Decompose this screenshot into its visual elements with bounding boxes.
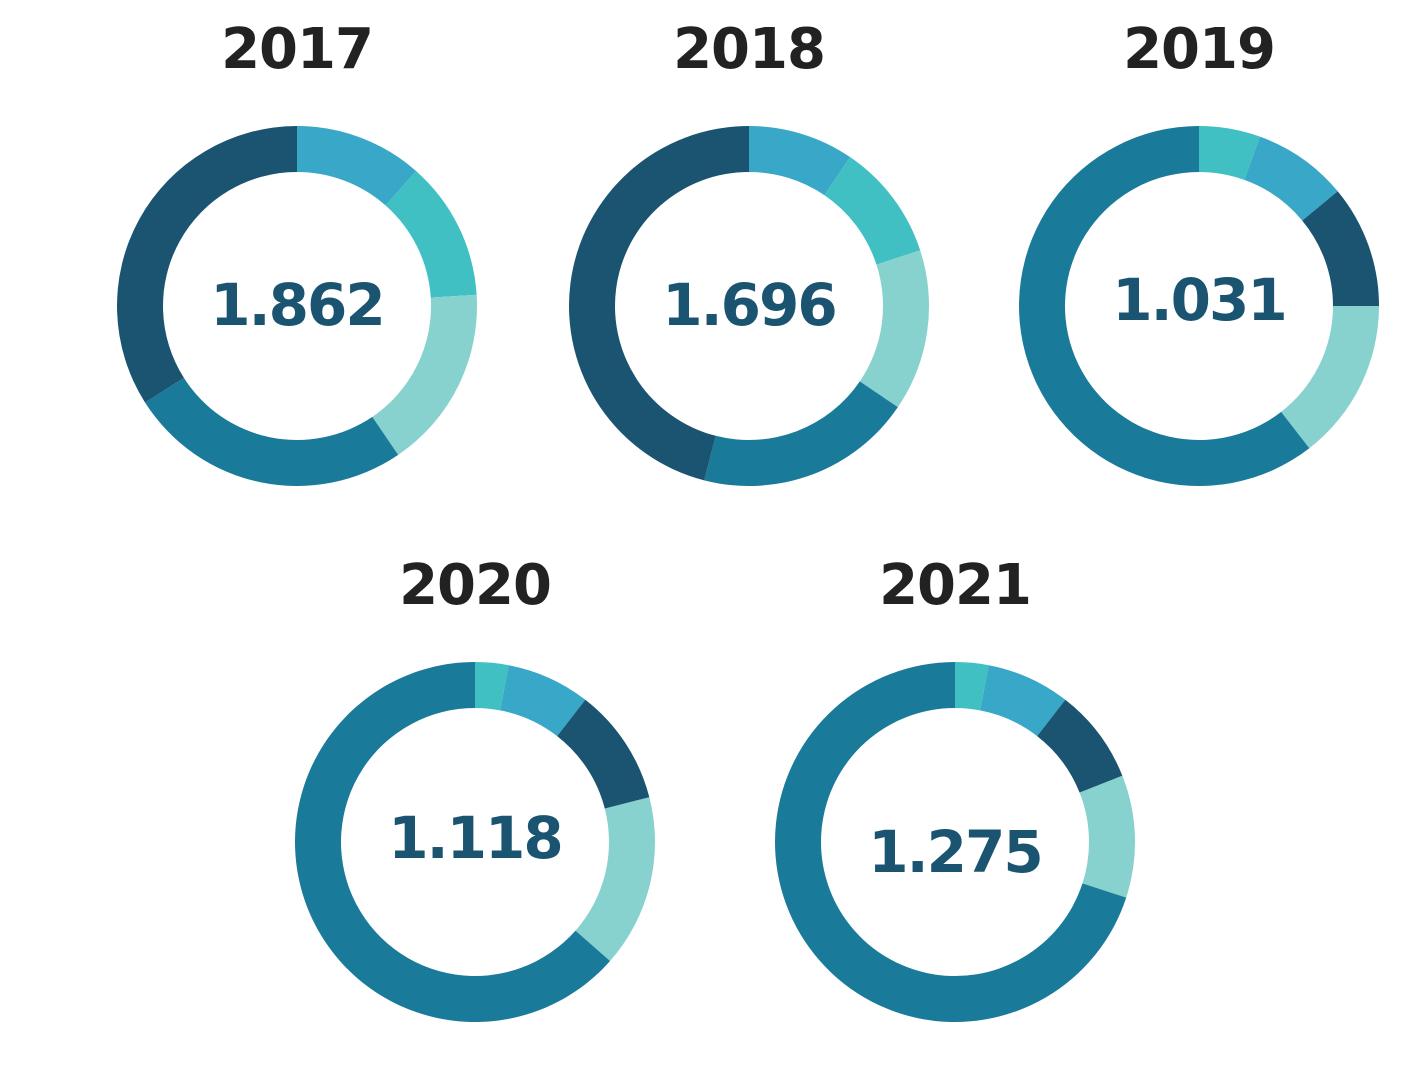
donut-slice (500, 665, 586, 737)
chart-title: 2019 (1123, 17, 1276, 82)
donut-slice (1037, 699, 1123, 793)
donut-slice (557, 699, 650, 809)
chart-title: 2018 (673, 17, 826, 82)
donut-slice (859, 250, 929, 408)
donut-slice (1019, 126, 1310, 486)
donut-slice (1302, 191, 1379, 306)
donut-slice (980, 665, 1066, 737)
donut-slice (385, 170, 477, 298)
donut-slice (749, 126, 851, 196)
donut-slice (297, 126, 417, 206)
donut-slice (824, 157, 921, 265)
donut-ring: 1.862 (117, 126, 477, 486)
donut-total-label: 1.118 (388, 804, 561, 872)
chart-title: 2021 (879, 553, 1032, 618)
donut-slice (1244, 136, 1338, 221)
donut-slice (475, 662, 509, 711)
donut-total-label: 1.275 (868, 818, 1041, 886)
donut-slice (1199, 126, 1260, 180)
donut-total-label: 1.696 (662, 271, 835, 339)
donut-slice (145, 377, 399, 486)
donut-ring: 1.696 (569, 126, 929, 486)
donut-slice (1079, 775, 1135, 898)
chart-title: 2020 (399, 553, 552, 618)
donut-ring: 1.118 (295, 662, 655, 1022)
donut-total-label: 1.862 (210, 271, 383, 339)
donut-slice (955, 662, 989, 711)
donut-slice (1281, 306, 1379, 449)
donut-slice (372, 294, 477, 455)
donut-slice (575, 797, 655, 962)
donut-slice (117, 126, 297, 403)
donut-slice (295, 662, 611, 1022)
donut-total-label: 1.031 (1112, 266, 1285, 334)
chart-title: 2017 (221, 17, 374, 82)
donut-slice (704, 381, 898, 486)
donut-slice (569, 126, 749, 481)
donut-ring: 1.275 (775, 662, 1135, 1022)
donut-ring: 1.031 (1019, 126, 1379, 486)
